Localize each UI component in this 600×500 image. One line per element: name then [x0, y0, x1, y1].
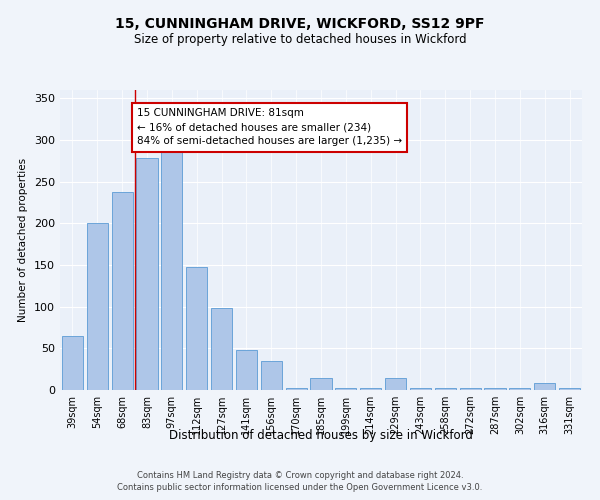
- Bar: [261, 361, 282, 390]
- Bar: [484, 388, 506, 390]
- Bar: [534, 384, 555, 390]
- Text: Size of property relative to detached houses in Wickford: Size of property relative to detached ho…: [134, 32, 466, 46]
- Bar: [335, 388, 356, 390]
- Text: 15 CUNNINGHAM DRIVE: 81sqm
← 16% of detached houses are smaller (234)
84% of sem: 15 CUNNINGHAM DRIVE: 81sqm ← 16% of deta…: [137, 108, 402, 146]
- Bar: [136, 158, 158, 390]
- Text: 15, CUNNINGHAM DRIVE, WICKFORD, SS12 9PF: 15, CUNNINGHAM DRIVE, WICKFORD, SS12 9PF: [115, 18, 485, 32]
- Bar: [410, 388, 431, 390]
- Bar: [360, 388, 381, 390]
- Y-axis label: Number of detached properties: Number of detached properties: [19, 158, 28, 322]
- Bar: [87, 224, 108, 390]
- Bar: [211, 308, 232, 390]
- Bar: [286, 388, 307, 390]
- Bar: [236, 350, 257, 390]
- Bar: [385, 378, 406, 390]
- Bar: [559, 388, 580, 390]
- Text: Contains HM Land Registry data © Crown copyright and database right 2024.: Contains HM Land Registry data © Crown c…: [137, 470, 463, 480]
- Bar: [460, 388, 481, 390]
- Bar: [310, 378, 332, 390]
- Bar: [62, 336, 83, 390]
- Text: Contains public sector information licensed under the Open Government Licence v3: Contains public sector information licen…: [118, 483, 482, 492]
- Bar: [435, 388, 456, 390]
- Bar: [186, 266, 207, 390]
- Bar: [161, 148, 182, 390]
- Bar: [509, 388, 530, 390]
- Bar: [112, 192, 133, 390]
- Text: Distribution of detached houses by size in Wickford: Distribution of detached houses by size …: [169, 428, 473, 442]
